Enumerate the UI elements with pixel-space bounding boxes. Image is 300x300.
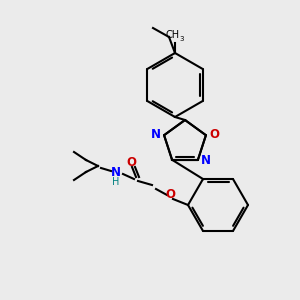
Text: N: N [111,167,121,179]
Text: O: O [126,157,136,169]
Text: H: H [112,177,120,187]
Text: O: O [165,188,175,202]
Text: 3: 3 [180,36,184,42]
Text: O: O [209,128,219,141]
Text: N: N [151,128,161,141]
Text: CH: CH [166,30,180,40]
Text: N: N [201,154,211,167]
